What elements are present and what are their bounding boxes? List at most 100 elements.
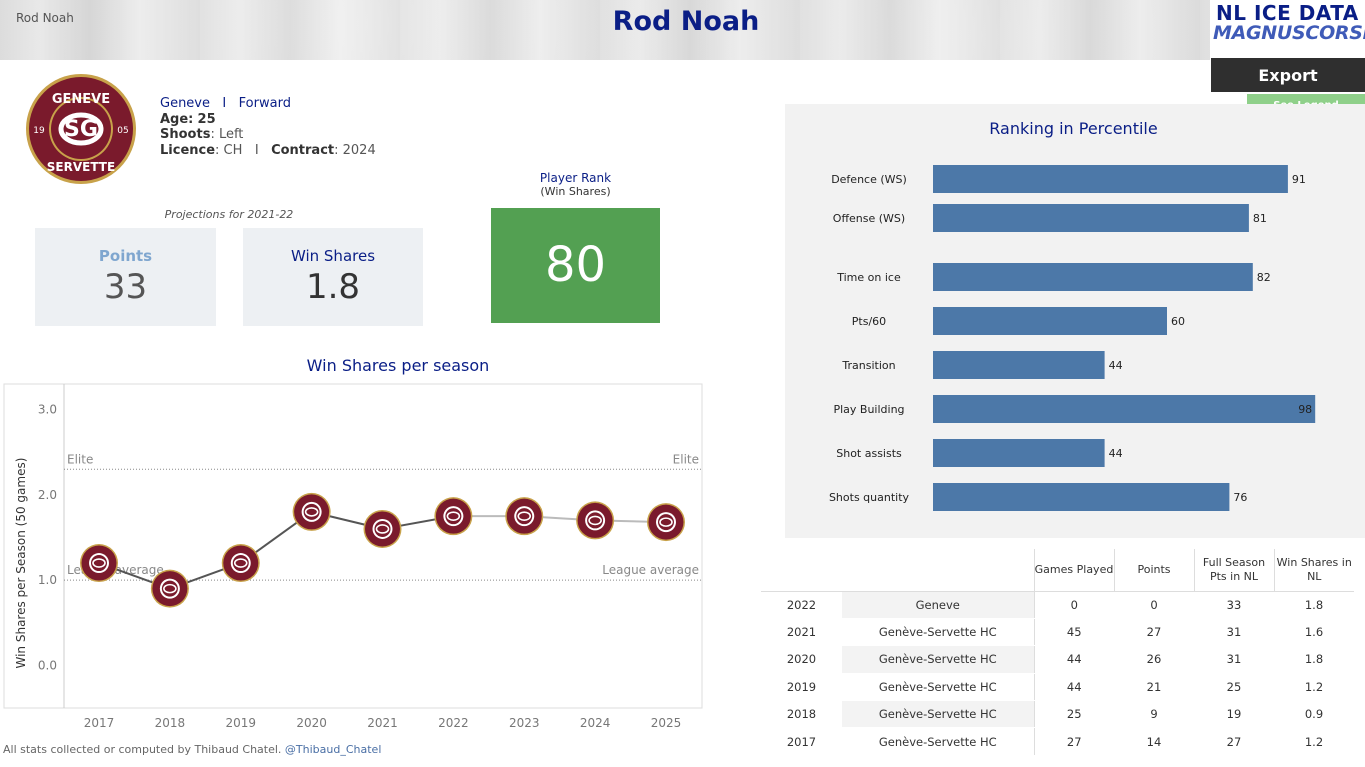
player-contract-label: Contract: [271, 142, 335, 158]
table-cell-games-played: 0: [1033, 590, 1114, 619]
player-team-separator: I: [222, 96, 227, 111]
brand-logo-line1: NL ICE DATA: [1216, 1, 1359, 25]
table-cell-games-played: 25: [1033, 700, 1114, 729]
ranking-bar: [933, 395, 1316, 423]
table-cell-full-season-pts: 31: [1194, 617, 1274, 647]
table-cell-full-season-pts: 25: [1194, 672, 1274, 702]
brand-logo: NL ICE DATA MAGNUSCORSI: [1211, 0, 1365, 57]
ws-y-tick-label: 0.0: [38, 658, 57, 672]
ws-data-point: [363, 509, 402, 548]
ranking-category-label: Time on ice: [836, 271, 901, 284]
table-header-row: Games Played Points Full Season Pts in N…: [761, 549, 1354, 591]
ranking-value-label: 60: [1171, 315, 1185, 328]
player-shoots-label: Shoots: [160, 127, 211, 142]
ws-reference-label-left: Elite: [67, 452, 93, 466]
player-licence: : CH: [215, 142, 243, 158]
table-cell-team: Genève-Servette HC: [842, 727, 1034, 756]
projections-label: Projections for 2021-22: [164, 208, 294, 221]
ws-data-point: [292, 492, 331, 531]
table-row: 2020 Genève-Servette HC 44 26 31 1.8: [761, 645, 1354, 674]
table-row: 2022 Geneve 0 0 33 1.8: [761, 590, 1354, 619]
club-logo-top-text: GENEVE: [52, 92, 110, 107]
table-header-games-played: Games Played: [1033, 549, 1114, 591]
win-shares-card-value: 1.8: [305, 267, 361, 307]
club-logo: SG GENEVE SERVETTE 19 05: [26, 74, 136, 184]
player-licence-line: Licence: CH I Contract: 2024: [160, 143, 376, 159]
table-cell-team: Genève-Servette HC: [842, 672, 1034, 702]
player-team-line: Geneve I Forward: [160, 96, 376, 112]
ranking-bar: [933, 483, 1230, 511]
ws-x-tick-label: 2022: [438, 716, 469, 730]
ranking-panel: Ranking in Percentile Defence (WS) 91 Offe…: [785, 104, 1365, 538]
footer-credit: All stats collected or computed by Thiba…: [3, 743, 282, 756]
table-cell-year: 2019: [761, 672, 842, 702]
ranking-category-label: Defence (WS): [831, 173, 907, 186]
win-shares-chart: 3.0 2.0 1.0 0.0 Win Shares per Season (50 ga…: [3, 383, 703, 730]
player-name-label: Rod Noah: [16, 11, 74, 25]
ws-chart-title: Win Shares per season: [306, 356, 490, 375]
ranking-category-label: Offense (WS): [833, 212, 905, 225]
player-contract: : 2024: [334, 142, 376, 158]
season-stats-table: Games Played Points Full Season Pts in N…: [761, 549, 1354, 756]
player-licence-label: Licence: [160, 142, 216, 158]
table-cell-team: Genève-Servette HC: [842, 645, 1034, 674]
ranking-bar: [933, 263, 1253, 291]
table-cell-games-played: 44: [1033, 672, 1114, 702]
ws-x-tick-label: 2021: [367, 716, 398, 730]
ws-x-tick-label: 2018: [155, 716, 186, 730]
table-cell-team: Genève-Servette HC: [842, 617, 1034, 647]
table-row: 2018 Genève-Servette HC 25 9 19 0.9: [761, 700, 1354, 729]
player-shoots: : Left: [210, 127, 244, 142]
table-cell-year: 2017: [761, 727, 842, 756]
table-cell-year: 2022: [761, 590, 842, 619]
table-header-team: [842, 549, 1034, 591]
header-banner: Rod Noah Rod Noah: [0, 0, 1210, 60]
ws-x-tick-label: 2019: [225, 716, 256, 730]
player-age: 25: [197, 111, 216, 127]
table-cell-full-season-pts: 27: [1194, 727, 1274, 756]
ws-x-tick-label: 2017: [84, 716, 115, 730]
ws-plot-frame: [3, 383, 703, 709]
ranking-value-label: 76: [1233, 491, 1247, 504]
table-cell-win-shares: 0.9: [1274, 700, 1354, 729]
export-button[interactable]: Export: [1211, 58, 1365, 92]
points-card-value: 33: [103, 267, 148, 307]
club-logo-bottom-text: SERVETTE: [47, 160, 115, 174]
ws-data-point: [505, 497, 544, 536]
table-cell-win-shares: 1.2: [1274, 672, 1354, 702]
ws-x-tick-label: 2024: [580, 716, 611, 730]
ranking-value-label: 44: [1109, 447, 1123, 460]
ws-data-point: [647, 503, 685, 542]
ws-reference-label-right: League average: [602, 563, 699, 577]
player-rank-value: 80: [491, 208, 660, 323]
points-card-label: Points: [98, 247, 153, 265]
ws-reference-label-right: Elite: [673, 452, 699, 466]
table-cell-full-season-pts: 33: [1194, 590, 1274, 619]
ws-data-point: [576, 501, 615, 540]
table-cell-games-played: 45: [1033, 617, 1114, 647]
ranking-bar: [933, 439, 1105, 467]
table-header-full-season-pts: Full Season Pts in NL: [1193, 549, 1274, 591]
win-shares-card: Win Shares 1.8: [243, 228, 423, 326]
ws-x-tick-label: 2020: [296, 716, 327, 730]
ranking-category-label: Shots quantity: [829, 491, 910, 504]
table-row: 2019 Genève-Servette HC 44 21 25 1.2: [761, 672, 1354, 702]
ws-y-tick-label: 2.0: [38, 488, 57, 502]
player-team: Geneve: [160, 96, 211, 111]
ws-data-point: [221, 544, 260, 583]
table-cell-win-shares: 1.8: [1274, 645, 1354, 674]
footer-handle-link[interactable]: @Thibaud_Chatel: [284, 743, 382, 756]
ws-data-point: [434, 497, 473, 536]
table-cell-full-season-pts: 31: [1194, 645, 1274, 674]
player-rank-subtitle: (Win Shares): [540, 185, 611, 198]
ranking-value-label: 44: [1109, 359, 1123, 372]
table-header-win-shares: Win Shares in NL: [1273, 549, 1354, 591]
table-cell-points: 14: [1114, 727, 1194, 756]
player-rank-title: Player Rank: [539, 171, 612, 185]
ranking-category-label: Shot assists: [836, 447, 902, 460]
table-row: 2021 Genève-Servette HC 45 27 31 1.6: [761, 617, 1354, 647]
ranking-chart-title: Ranking in Percentile: [989, 119, 1158, 138]
table-cell-games-played: 44: [1033, 645, 1114, 674]
table-cell-year: 2018: [761, 700, 842, 729]
